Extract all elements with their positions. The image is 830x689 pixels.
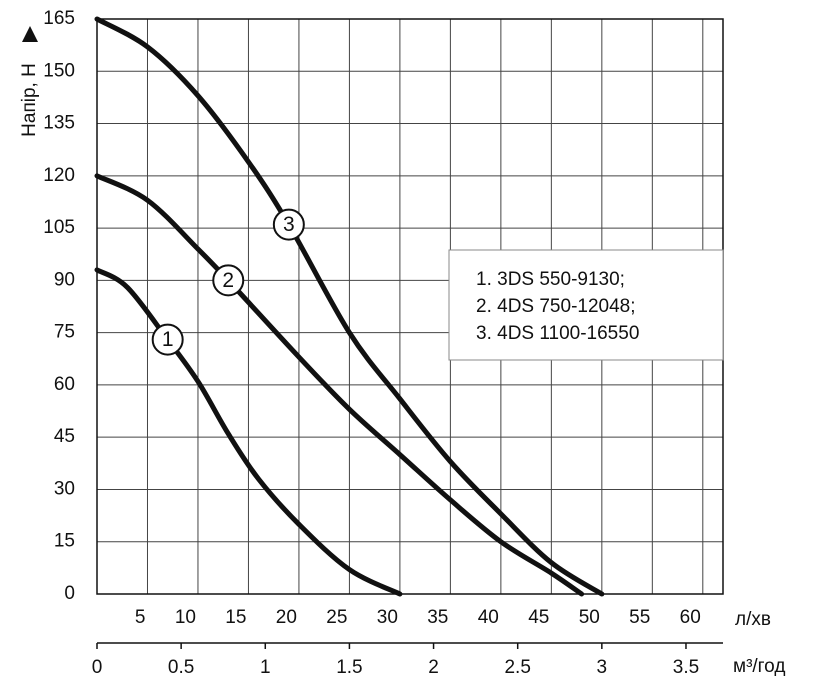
legend-entry: 3. 4DS 1100-16550 [476, 323, 639, 344]
x-tick-label: 55 [629, 607, 650, 628]
x-tick-label: 25 [326, 607, 347, 628]
y-tick-label: 15 [54, 531, 75, 552]
y-tick-label: 150 [43, 60, 75, 81]
x-tick-label: 35 [427, 607, 448, 628]
pump-curve [94, 16, 605, 597]
curve-label-circle [272, 208, 305, 241]
x-tick-label: 30 [377, 607, 398, 628]
curve-label: 3 [283, 213, 295, 236]
x2-tick-label: 2.5 [504, 657, 530, 678]
y-tick-label: 0 [64, 583, 75, 604]
x-tick-label: 50 [579, 607, 600, 628]
x2-tick-label: 0.5 [168, 657, 194, 678]
y-tick-label: 60 [54, 374, 75, 395]
pump-curve [94, 173, 585, 597]
x2-tick-label: 3.5 [673, 657, 699, 678]
x2-tick-label: 1.5 [336, 657, 362, 678]
x-tick-label: 10 [175, 607, 196, 628]
curve-label-circle [212, 264, 245, 297]
curve-label-circle [151, 323, 184, 356]
x2-tick-label: 1 [260, 657, 271, 678]
curve-label: 1 [162, 328, 174, 351]
y-axis-arrow [22, 26, 38, 42]
x-axis-label: л/хв [735, 609, 771, 630]
x2-tick-label: 2 [428, 657, 439, 678]
pump-curve [94, 267, 403, 597]
x-tick-label: 40 [478, 607, 499, 628]
x2-axis-label: м³/год [733, 656, 785, 677]
y-tick-label: 120 [43, 165, 75, 186]
y-tick-label: 45 [54, 426, 75, 447]
y-tick-label: 30 [54, 478, 75, 499]
x2-tick-label: 3 [597, 657, 608, 678]
legend-entry: 1. 3DS 550-9130; [476, 269, 625, 290]
legend-box [448, 249, 724, 361]
x-tick-label: 20 [276, 607, 297, 628]
y-tick-label: 75 [54, 322, 75, 343]
x-tick-label: 5 [135, 607, 146, 628]
legend-entry: 2. 4DS 750-12048; [476, 296, 636, 317]
y-axis-label: Напір, Н [19, 63, 40, 137]
y-tick-label: 90 [54, 269, 75, 290]
y-tick-label: 165 [43, 8, 75, 29]
curve-label: 2 [222, 269, 234, 292]
x-tick-label: 15 [225, 607, 246, 628]
x2-tick-label: 0 [92, 657, 103, 678]
x-tick-label: 60 [680, 607, 701, 628]
x-tick-label: 45 [528, 607, 549, 628]
y-tick-label: 105 [43, 217, 75, 238]
y-tick-label: 135 [43, 113, 75, 134]
